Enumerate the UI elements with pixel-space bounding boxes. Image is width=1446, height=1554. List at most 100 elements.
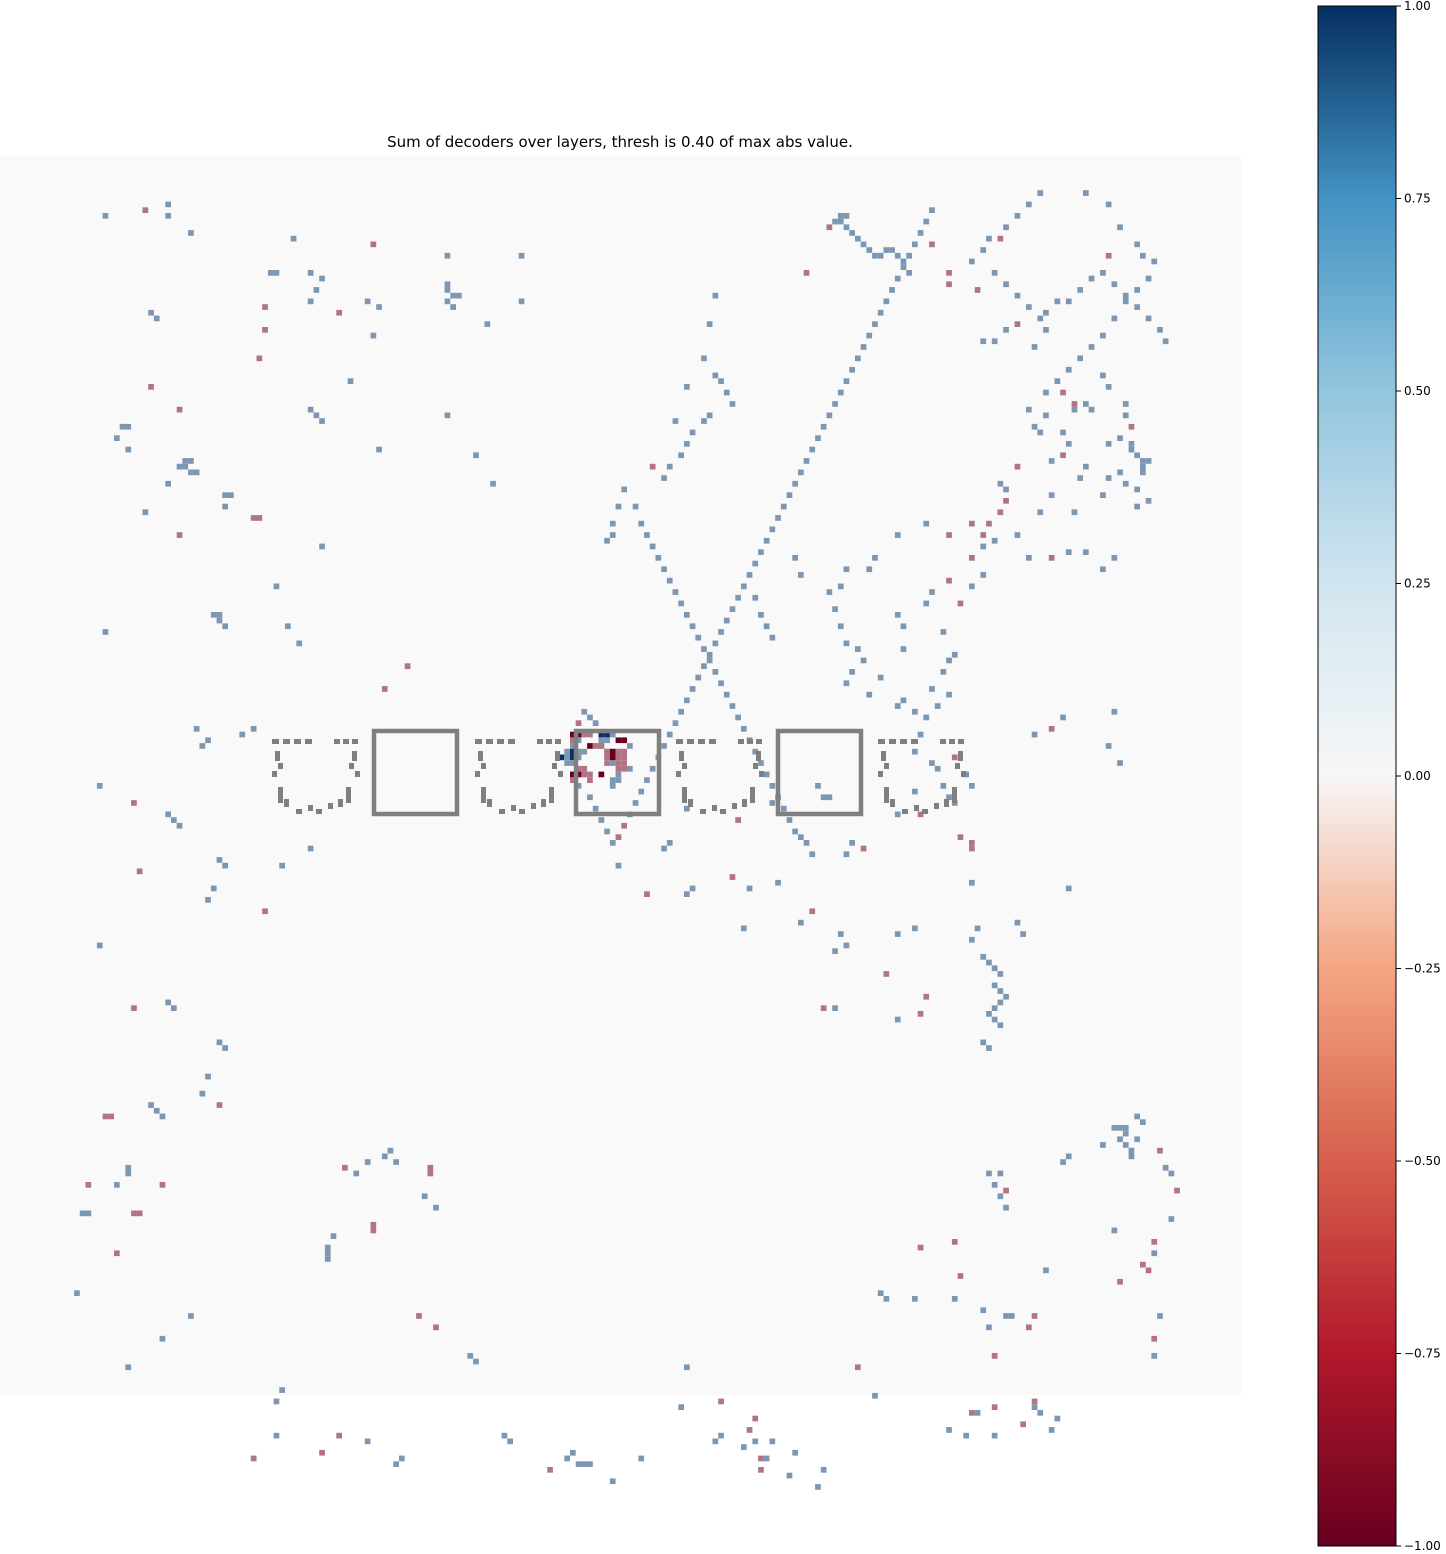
positive-cell (199, 743, 206, 749)
negative-cell (427, 1170, 434, 1177)
board-glyph-mark (334, 739, 340, 744)
negative-cell (176, 532, 183, 538)
positive-cell (153, 1107, 160, 1114)
positive-cell (997, 480, 1004, 487)
positive-cell (786, 817, 793, 823)
positive-cell (1031, 1404, 1038, 1410)
positive-cell (1077, 355, 1083, 362)
positive-cell (860, 241, 867, 248)
board-glyph-mark (552, 763, 557, 769)
board-glyph-mark (486, 739, 493, 744)
positive-cell (980, 338, 987, 345)
positive-cell (986, 235, 992, 242)
positive-cell (125, 446, 132, 453)
positive-cell (792, 828, 798, 835)
positive-cell (444, 412, 451, 419)
positive-cell (171, 1005, 177, 1011)
negative-cell (587, 771, 593, 778)
positive-cell (79, 1210, 86, 1217)
positive-cell (837, 213, 844, 219)
positive-cell (894, 703, 901, 709)
negative-cell (570, 771, 576, 778)
positive-cell (986, 1324, 992, 1331)
positive-cell (450, 304, 456, 310)
positive-cell (1162, 338, 1169, 345)
positive-cell (991, 1005, 998, 1011)
positive-cell (666, 731, 673, 738)
board-glyph-mark (911, 739, 918, 744)
negative-cell (1128, 423, 1135, 430)
positive-cell (912, 925, 918, 932)
negative-cell (598, 771, 605, 778)
positive-cell (1105, 475, 1112, 481)
negative-cell (621, 748, 627, 755)
board-glyph-mark (884, 787, 889, 803)
negative-cell (1026, 1324, 1032, 1331)
colorbar-tick-label: −1.00 (1404, 1539, 1441, 1553)
positive-cell (798, 919, 804, 926)
positive-cell (866, 332, 873, 339)
negative-cell (587, 731, 593, 738)
positive-cell (1043, 309, 1049, 316)
positive-cell (843, 680, 850, 687)
positive-cell (1140, 458, 1146, 464)
positive-cell (615, 503, 622, 510)
positive-cell (712, 640, 719, 647)
positive-cell (205, 1073, 211, 1080)
heatmap-cells (74, 190, 1180, 1490)
board-glyph-mark (759, 771, 764, 777)
positive-cell (792, 480, 798, 487)
negative-cell (581, 771, 588, 778)
positive-cell (1128, 1153, 1135, 1160)
positive-cell (324, 1244, 331, 1251)
negative-cell (1157, 1147, 1163, 1154)
positive-cell (1048, 458, 1055, 464)
board-glyph-mark (902, 809, 908, 814)
positive-cell (102, 629, 109, 635)
board-glyph-mark (316, 809, 322, 814)
positive-cell (883, 247, 890, 253)
positive-cell (1088, 344, 1095, 350)
positive-cell (1122, 298, 1129, 305)
positive-cell (997, 1022, 1004, 1029)
negative-cell (946, 577, 952, 584)
positive-cell (1117, 760, 1123, 766)
positive-cell (627, 743, 633, 749)
negative-cell (820, 1005, 827, 1011)
positive-cell (746, 885, 753, 892)
positive-cell (364, 1159, 371, 1165)
negative-cell (256, 515, 263, 521)
positive-cell (872, 321, 878, 327)
positive-cell (798, 572, 804, 578)
positive-cell (575, 748, 582, 755)
positive-cell (1140, 469, 1146, 476)
positive-cell (1037, 1410, 1044, 1416)
positive-cell (826, 412, 833, 419)
heatmap (0, 156, 1241, 1490)
positive-cell (923, 600, 930, 607)
positive-cell (1037, 315, 1044, 322)
negative-cell (758, 1455, 764, 1462)
positive-cell (735, 714, 741, 721)
positive-cell (877, 252, 884, 259)
board-glyph-mark (294, 739, 301, 744)
positive-cell (1003, 1204, 1009, 1211)
positive-cell (615, 777, 622, 783)
negative-cell (826, 224, 833, 231)
positive-cell (1134, 287, 1140, 293)
positive-cell (615, 862, 622, 869)
positive-cell (1134, 304, 1140, 310)
board-overlay (272, 728, 966, 817)
positive-cell (900, 697, 907, 704)
positive-cell (507, 1438, 513, 1445)
positive-cell (661, 845, 667, 852)
negative-cell (570, 777, 576, 783)
negative-cell (974, 287, 981, 293)
positive-cell (752, 748, 759, 755)
negative-cell (997, 509, 1004, 516)
positive-cell (604, 731, 610, 738)
positive-cell (1088, 406, 1095, 413)
positive-cell (501, 1432, 508, 1439)
positive-cell (1168, 1216, 1175, 1222)
